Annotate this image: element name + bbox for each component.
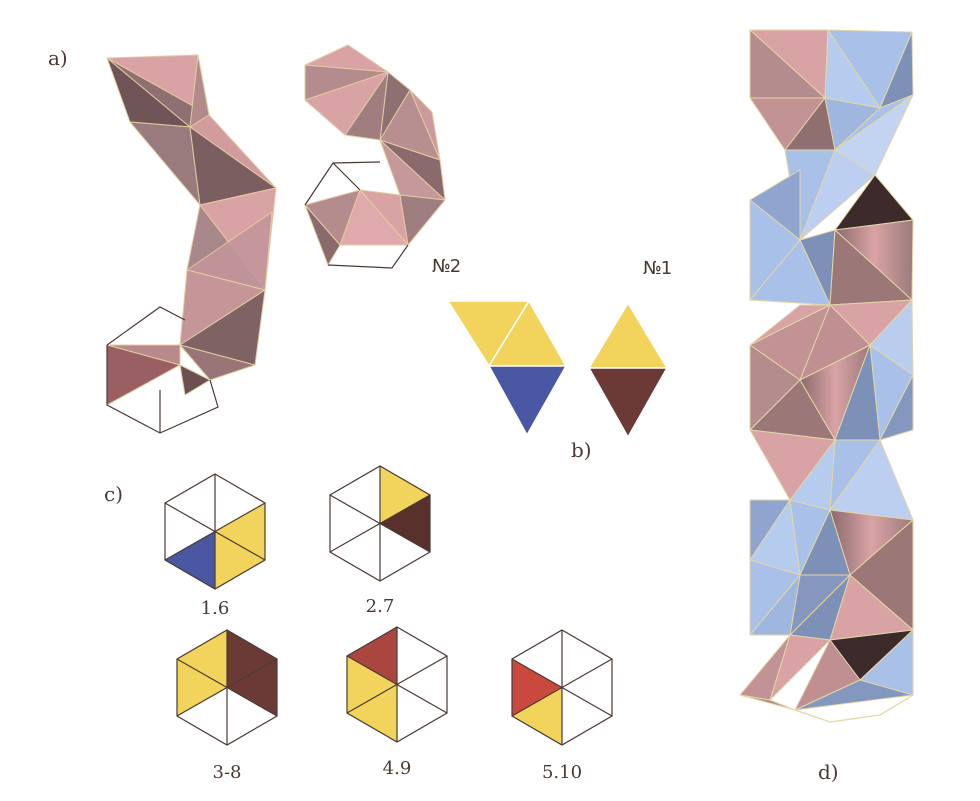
hex-caption-3-8: 3-8 xyxy=(212,762,242,783)
hexagon-5-10 xyxy=(511,629,613,746)
module-no2-label: №2 xyxy=(432,256,461,277)
hex-caption-5-10: 5.10 xyxy=(541,762,583,783)
double-helix-base-wire xyxy=(794,694,914,723)
hex-caption-1-6: 1.6 xyxy=(200,598,230,619)
hexagon-3-8 xyxy=(176,629,278,746)
chain-left-wire xyxy=(106,306,219,434)
hexagon-4-9 xyxy=(346,626,448,743)
module-no2 xyxy=(447,300,567,436)
label-d: d) xyxy=(818,760,839,784)
chain-right-wire xyxy=(304,161,409,269)
hexagon-1-6 xyxy=(164,473,266,590)
hexagon-2-7 xyxy=(329,465,431,582)
chain-left xyxy=(106,54,277,406)
hex-caption-4-9: 4.9 xyxy=(382,758,412,779)
module-no1-label: №1 xyxy=(643,258,672,279)
label-c: c) xyxy=(104,482,124,506)
hex-caption-2-7: 2.7 xyxy=(365,596,395,617)
module-no1 xyxy=(588,302,668,438)
double-helix xyxy=(739,29,914,711)
chain-right xyxy=(304,44,446,266)
label-a: a) xyxy=(48,46,68,70)
label-b: b) xyxy=(571,438,592,462)
